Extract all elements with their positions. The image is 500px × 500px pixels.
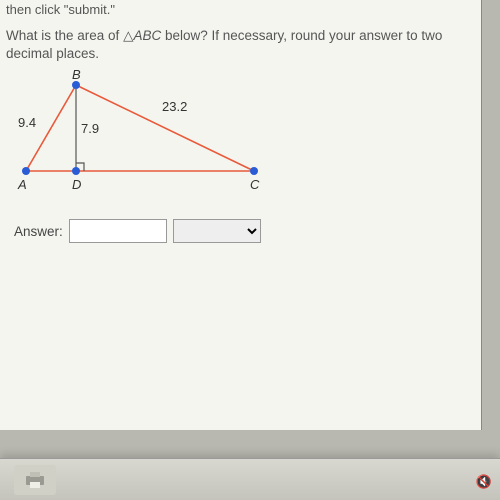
label-len-bc: 23.2 (162, 99, 187, 114)
vertex-b (72, 81, 80, 89)
unit-select[interactable] (173, 219, 261, 243)
answer-input[interactable] (69, 219, 167, 243)
print-button[interactable] (14, 465, 56, 495)
label-d: D (72, 177, 81, 192)
answer-row: Answer: (14, 219, 469, 243)
label-len-bd: 7.9 (81, 121, 99, 136)
label-len-ab: 9.4 (18, 115, 36, 130)
content-panel: then click "submit." What is the area of… (0, 0, 482, 430)
triangle-symbol: △ (123, 28, 133, 43)
vertex-a (22, 167, 30, 175)
question-text: What is the area of △ABC below? If neces… (6, 27, 469, 67)
answer-label: Answer: (14, 224, 63, 239)
bottom-toolbar: 🔇 (0, 458, 500, 500)
label-c: C (250, 177, 259, 192)
triangle-name: ABC (133, 28, 161, 43)
vertex-d (72, 167, 80, 175)
instruction-top: then click "submit." (6, 0, 469, 27)
edge-bc (76, 85, 254, 171)
sound-icon[interactable]: 🔇 (476, 474, 492, 490)
label-b: B (72, 67, 81, 82)
label-a: A (18, 177, 27, 192)
print-icon (24, 471, 46, 489)
vertex-c (250, 167, 258, 175)
question-prefix: What is the area of (6, 28, 123, 43)
triangle-diagram: B A D C 9.4 7.9 23.2 (14, 71, 294, 201)
